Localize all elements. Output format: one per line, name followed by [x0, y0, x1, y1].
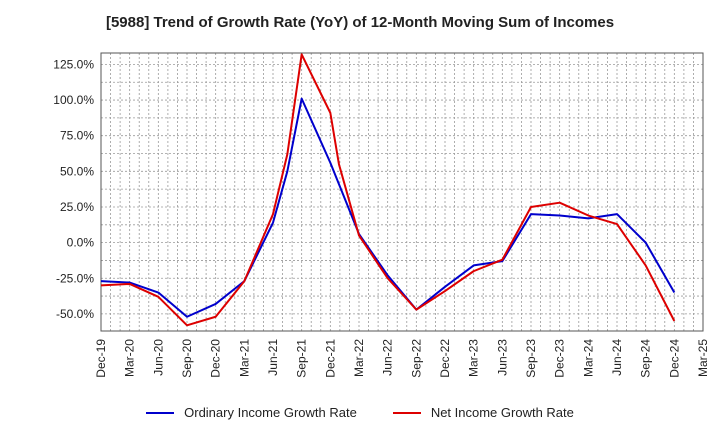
y-tick-label: 25.0%: [60, 200, 94, 214]
chart-title: [5988] Trend of Growth Rate (YoY) of 12-…: [105, 14, 615, 31]
x-tick-label: Mar-21: [237, 339, 251, 377]
x-tick-label: Sep-24: [639, 339, 653, 378]
x-tick-label: Dec-21: [323, 339, 337, 378]
series-line-net-income: [100, 53, 676, 327]
y-tick-label: -25.0%: [56, 271, 94, 285]
x-tick-label: Sep-20: [180, 339, 194, 378]
x-tick-label: Dec-22: [438, 339, 452, 378]
x-tick-label: Mar-24: [581, 339, 595, 377]
legend-item-ordinary-income: Ordinary Income Growth Rate: [146, 405, 357, 420]
x-tick-label: Mar-25: [696, 339, 710, 377]
x-tick-label: Sep-23: [524, 339, 538, 378]
x-tick-label: Dec-23: [553, 339, 567, 378]
y-tick-label: 50.0%: [60, 164, 94, 178]
x-tick-label: Jun-22: [381, 339, 395, 376]
legend-label-net-income: Net Income Growth Rate: [430, 405, 574, 420]
legend-swatch-ordinary-income: [146, 411, 175, 414]
plot-area-border: [100, 52, 704, 332]
x-tick-label: Mar-23: [467, 339, 481, 377]
x-tick-label: Jun-20: [151, 339, 165, 376]
legend-label-ordinary-income: Ordinary Income Growth Rate: [184, 405, 357, 420]
x-tick-label: Jun-24: [610, 339, 624, 376]
y-tick-label: 100.0%: [53, 93, 94, 107]
y-axis-tick-labels: 125.0% 100.0% 75.0% 50.0% 25.0% 0.0% -25.0% -50…: [53, 57, 94, 320]
x-tick-label: Jun-23: [495, 339, 509, 376]
x-tick-label: Dec-19: [94, 339, 108, 378]
y-tick-label: 0.0%: [67, 236, 95, 250]
x-tick-label: Mar-20: [123, 339, 137, 377]
x-tick-label: Dec-24: [667, 339, 681, 378]
x-tick-label: Mar-22: [352, 339, 366, 377]
x-tick-label: Dec-20: [209, 339, 223, 378]
series-lines: [100, 53, 676, 327]
grid-lines: [100, 53, 704, 331]
y-tick-label: -50.0%: [56, 307, 94, 321]
legend-item-net-income: Net Income Growth Rate: [392, 405, 574, 420]
x-tick-label: Jun-21: [266, 339, 280, 376]
x-axis-tick-labels: Dec-19 Mar-20 Jun-20 Sep-20 Dec-20 Mar-21 Jun-…: [94, 339, 710, 378]
x-tick-label: Sep-21: [295, 339, 309, 378]
legend: Ordinary Income Growth Rate Net Income G…: [0, 405, 720, 420]
legend-swatch-net-income: [392, 411, 421, 414]
x-tick-label: Sep-22: [409, 339, 423, 378]
y-tick-label: 75.0%: [60, 129, 94, 143]
y-tick-label: 125.0%: [53, 57, 94, 71]
series-line-ordinary-income: [100, 97, 676, 318]
